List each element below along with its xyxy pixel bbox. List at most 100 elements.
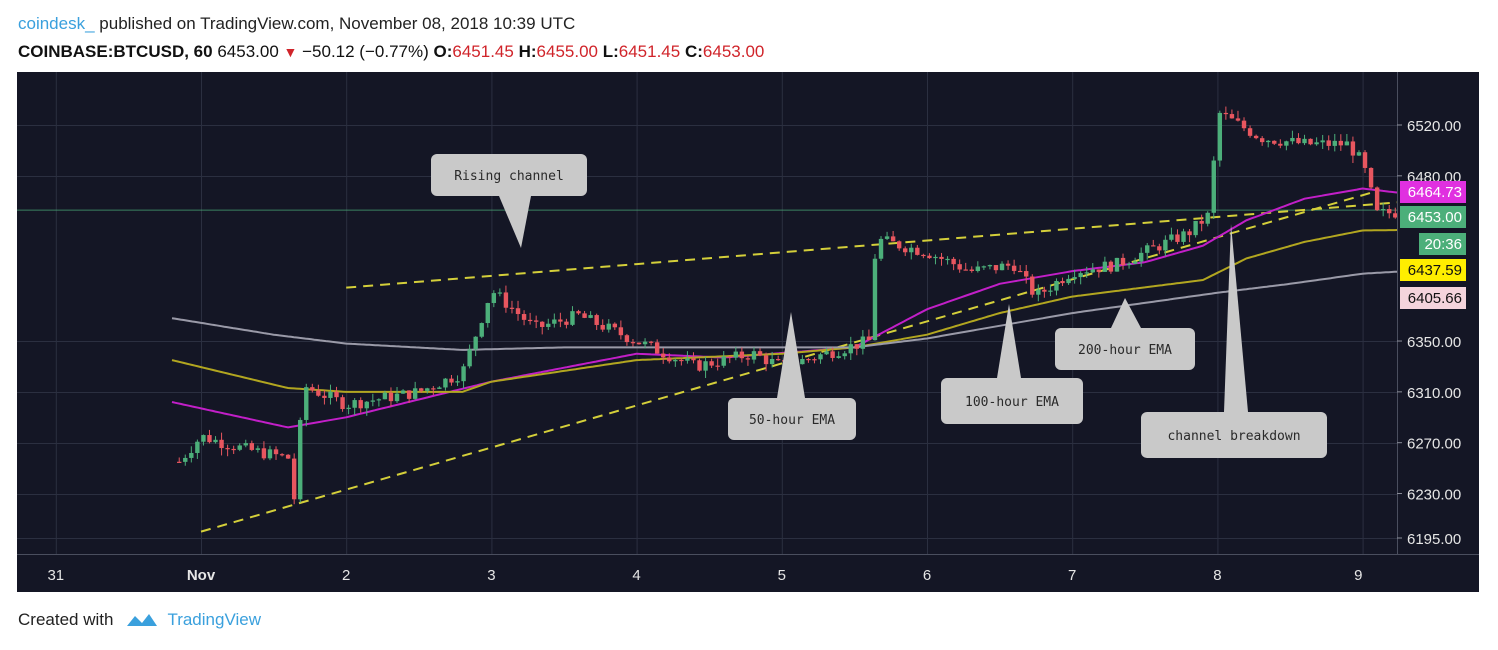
symbol-label: COINBASE:BTCUSD, 60 <box>18 42 213 61</box>
candle-body <box>1241 120 1247 129</box>
candle-body <box>1229 114 1235 119</box>
candle-body <box>751 351 757 360</box>
price-chart[interactable]: 6520.006480.006350.006310.006270.006230.… <box>17 72 1479 592</box>
candle-body <box>721 356 726 366</box>
candle-body <box>1054 281 1059 291</box>
candle-body <box>521 314 527 320</box>
candle-body <box>1302 138 1307 144</box>
candle-body <box>1005 263 1011 266</box>
candle-body <box>1332 140 1337 146</box>
candle-body <box>449 378 454 383</box>
candle-body <box>642 341 648 345</box>
candle-body <box>1368 167 1374 188</box>
last-price: 6453.00 <box>217 42 279 61</box>
candle-body <box>195 441 200 453</box>
candle-body <box>1314 142 1319 145</box>
candle-body <box>1145 245 1150 253</box>
high-label: H: <box>518 42 537 61</box>
candle-body <box>600 324 605 330</box>
candle-body <box>1078 273 1083 278</box>
callout-pointer <box>1111 298 1141 328</box>
candle-body <box>903 248 908 253</box>
candle-body <box>1163 239 1168 251</box>
candle-body <box>769 358 775 365</box>
candle-body <box>316 390 321 396</box>
open-label: O: <box>433 42 453 61</box>
candle-body <box>1356 152 1362 156</box>
candle-body <box>461 366 466 382</box>
price-badge-200-hour-ema: 6405.66 <box>1400 287 1466 309</box>
publish-line: coindesk_ published on TradingView.com, … <box>18 14 575 34</box>
candle-body <box>400 390 406 394</box>
candle-body <box>848 344 853 354</box>
candle-body <box>558 319 563 322</box>
candle-body <box>648 341 654 343</box>
candle-body <box>419 388 424 391</box>
candle-body <box>1060 281 1065 284</box>
candle-body <box>727 356 732 358</box>
x-tick-label: 4 <box>632 567 640 584</box>
candle-body <box>594 315 599 325</box>
candle-body <box>334 391 339 398</box>
candle-body <box>564 321 569 325</box>
candle-body <box>425 388 430 391</box>
candle-body <box>951 258 956 265</box>
x-tick-label: 31 <box>47 567 64 584</box>
candle-body <box>1380 209 1386 211</box>
candle-body <box>443 378 448 388</box>
candle-body <box>364 401 369 409</box>
candle-body <box>697 360 702 371</box>
candle-body <box>304 387 309 420</box>
author-link[interactable]: coindesk_ <box>18 14 95 33</box>
candle-body <box>654 342 660 354</box>
candle-body <box>1114 257 1120 272</box>
candle-body <box>612 323 618 328</box>
candle-body <box>497 292 503 294</box>
y-tick-label: 6350.00 <box>1407 334 1461 351</box>
candle-body <box>1223 112 1229 115</box>
candle-body <box>201 435 206 442</box>
callout-box <box>1141 412 1327 458</box>
candle-body <box>927 255 932 259</box>
candle-body <box>1296 137 1301 144</box>
candle-body <box>618 327 624 336</box>
candle-body <box>370 400 376 402</box>
candle-body <box>509 307 515 309</box>
candle-body <box>1253 135 1259 139</box>
candle-body <box>1362 152 1368 168</box>
price-badge-bg <box>1419 233 1466 255</box>
candle-body <box>231 448 236 451</box>
candle-body <box>1284 141 1289 146</box>
candle-body <box>836 356 841 358</box>
close-label: C: <box>684 42 703 61</box>
x-tick-label: 7 <box>1068 567 1076 584</box>
price-badge-countdown: 20:36 <box>1419 233 1466 255</box>
candle-body <box>884 236 890 239</box>
candle-body <box>993 265 999 271</box>
candle-body <box>382 392 388 400</box>
close-value: 6453.00 <box>702 42 765 61</box>
callout-text: 50-hour EMA <box>749 413 835 428</box>
high-value: 6455.00 <box>536 42 598 61</box>
x-tick-label: Nov <box>187 567 216 584</box>
candle-body <box>431 388 436 390</box>
candle-body <box>406 390 412 399</box>
candle-body <box>1393 213 1397 218</box>
candle-body <box>491 293 497 304</box>
tradingview-link[interactable]: TradingView <box>167 610 261 629</box>
candle-body <box>552 319 557 324</box>
callout-50-hour-ema: 50-hour EMA <box>728 312 856 440</box>
candle-body <box>570 311 575 325</box>
callout-100-hour-ema: 100-hour EMA <box>941 304 1083 424</box>
footer: Created with TradingView <box>18 610 261 630</box>
candle-body <box>412 388 418 399</box>
candle-body <box>1138 252 1144 262</box>
candle-body <box>1290 137 1295 142</box>
callout-box <box>1055 328 1195 370</box>
callout-channel-breakdown: channel breakdown <box>1141 224 1327 458</box>
candle-body <box>1193 220 1198 236</box>
price-badge-100-hour-ema: 6437.59 <box>1400 259 1466 281</box>
callout-pointer <box>499 196 531 248</box>
candle-body <box>358 400 363 409</box>
candle-body <box>213 439 218 443</box>
